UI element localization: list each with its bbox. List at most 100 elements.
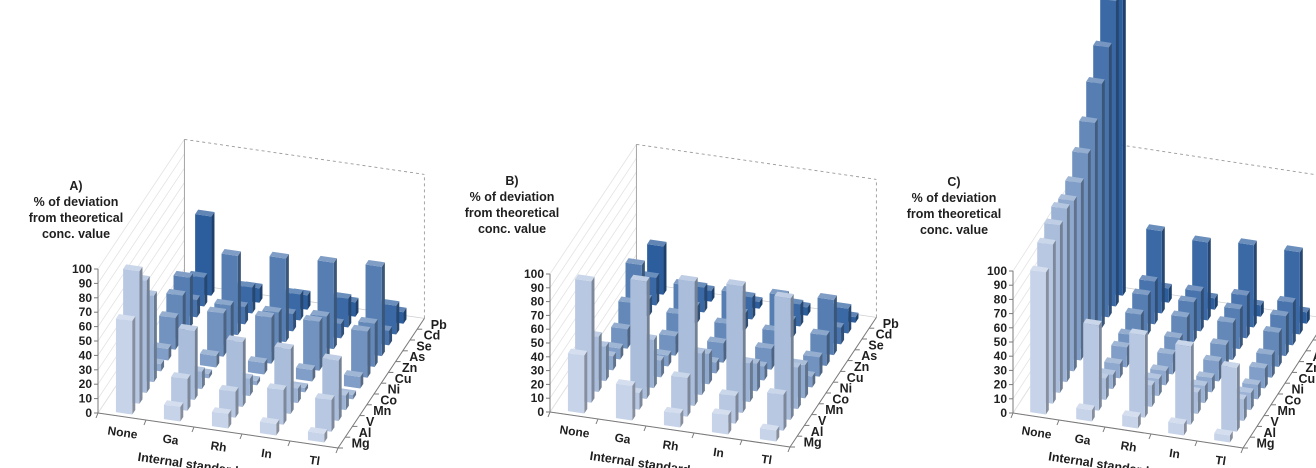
- y-axis-title-line: from theoretical: [906, 207, 1002, 221]
- y-tick-label: 10: [531, 391, 545, 405]
- y-tick-label: 50: [79, 334, 93, 348]
- x-tick-label: None: [1021, 423, 1053, 441]
- y-tick-label: 30: [531, 364, 545, 378]
- y-tick-label: 50: [994, 335, 1008, 349]
- y-tick-label: 60: [531, 322, 545, 336]
- bar: [307, 427, 328, 443]
- y-tick-label: 60: [79, 320, 93, 334]
- depth-tick-label: V: [366, 415, 375, 429]
- depth-tick-label: Cu: [395, 372, 412, 386]
- bar: [255, 310, 275, 364]
- depth-tick-label: V: [818, 414, 827, 428]
- x-axis-title: Internal standard used: [1047, 449, 1182, 468]
- depth-tick-label: V: [1271, 415, 1280, 429]
- bar: [295, 363, 316, 382]
- bar: [267, 383, 287, 425]
- bar: [163, 400, 184, 422]
- x-axis-title: Internal standard used: [589, 449, 724, 468]
- bar: [1175, 339, 1194, 425]
- y-tick-label: 40: [79, 348, 93, 362]
- y-axis-title: A) % of deviation from theoretical conc. va…: [12, 178, 140, 242]
- depth-tick-label: Mn: [1278, 404, 1296, 418]
- back-wall-top-edge: [636, 143, 877, 180]
- bar: [726, 279, 746, 413]
- y-tick-label: 40: [531, 350, 545, 364]
- y-axis-title-line: conc. value: [41, 227, 111, 241]
- chart-panel-a: 0 10 20 30 40 50 60 70 80 90 100 None Ga Rh In Tl Intern…: [0, 0, 447, 468]
- y-tick-label: 20: [531, 377, 545, 391]
- x-tick-label: Ga: [1074, 431, 1092, 447]
- y-tick-label: 30: [79, 363, 93, 377]
- y-tick-label: 100: [72, 262, 92, 276]
- depth-tick-label: Se: [416, 339, 431, 353]
- depth-tick-label: Co: [1285, 393, 1302, 407]
- y-tick-label: 80: [79, 291, 93, 305]
- back-wall-top-edge: [1096, 140, 1316, 176]
- depth-tick-label: Zn: [1306, 361, 1316, 375]
- y-tick-label: 100: [987, 264, 1007, 278]
- panel-label: A): [69, 179, 83, 193]
- x-tick-label: Rh: [210, 438, 228, 454]
- y-tick-label: 80: [994, 292, 1008, 306]
- y-tick-label: 10: [79, 392, 93, 406]
- y-axis-title: B) % of deviation from theoretical conc. va…: [448, 173, 576, 237]
- depth-tick-label: As: [861, 349, 877, 363]
- x-tick-label: Tl: [308, 453, 321, 468]
- bar: [767, 387, 787, 431]
- x-tick-label: Ga: [614, 430, 632, 446]
- x-tick-label: In: [260, 446, 273, 461]
- bar: [315, 393, 335, 432]
- gridline: [549, 199, 637, 330]
- depth-tick-label: Cd: [876, 328, 893, 342]
- x-tick-label: Tl: [1214, 453, 1227, 468]
- x-tick-label: In: [712, 445, 725, 460]
- depth-tick-label: Ni: [1292, 383, 1305, 397]
- y-tick-label: 0: [85, 406, 92, 420]
- depth-tick-label: Mn: [825, 403, 843, 417]
- bar: [630, 274, 650, 399]
- bar: [810, 328, 830, 366]
- depth-tick-label: Ni: [388, 383, 401, 397]
- bar: [351, 324, 371, 378]
- y-tick-label: 90: [79, 276, 93, 290]
- y-tick-label: 70: [79, 305, 93, 319]
- y-tick-label: 90: [994, 278, 1008, 292]
- y-tick-label: 20: [79, 377, 93, 391]
- depth-tick-label: Mg: [1257, 437, 1275, 451]
- x-tick-label: Tl: [760, 452, 773, 467]
- y-tick-label: 0: [1000, 406, 1007, 420]
- depth-tick-label: Mn: [373, 404, 391, 418]
- y-tick-label: 70: [531, 308, 545, 322]
- depth-tick-label: As: [1313, 350, 1316, 364]
- back-wall-top-edge: [184, 138, 425, 175]
- y-tick-label: 10: [994, 392, 1008, 406]
- y-tick-label: 90: [531, 281, 545, 295]
- bar: [1221, 360, 1240, 432]
- bar: [247, 356, 268, 375]
- bar: [199, 349, 220, 368]
- bars: [1030, 0, 1310, 443]
- x-tick-label: Rh: [662, 437, 680, 453]
- bar: [259, 417, 280, 436]
- y-axis-title-line: from theoretical: [28, 211, 124, 225]
- bar: [1083, 318, 1102, 411]
- x-tick-label: Rh: [1120, 438, 1138, 454]
- x-tick-label: Ga: [162, 431, 180, 447]
- bars: [115, 209, 407, 443]
- gridline: [97, 196, 185, 327]
- depth-tick-label: Co: [832, 392, 849, 406]
- x-axis: None Ga Rh In Tl Internal standard used: [547, 411, 791, 468]
- depth-tick-label: Mg: [352, 437, 370, 451]
- depth-tick-label: Zn: [854, 360, 869, 374]
- bar: [774, 291, 794, 420]
- gridline: [549, 185, 637, 316]
- bar: [1214, 428, 1233, 443]
